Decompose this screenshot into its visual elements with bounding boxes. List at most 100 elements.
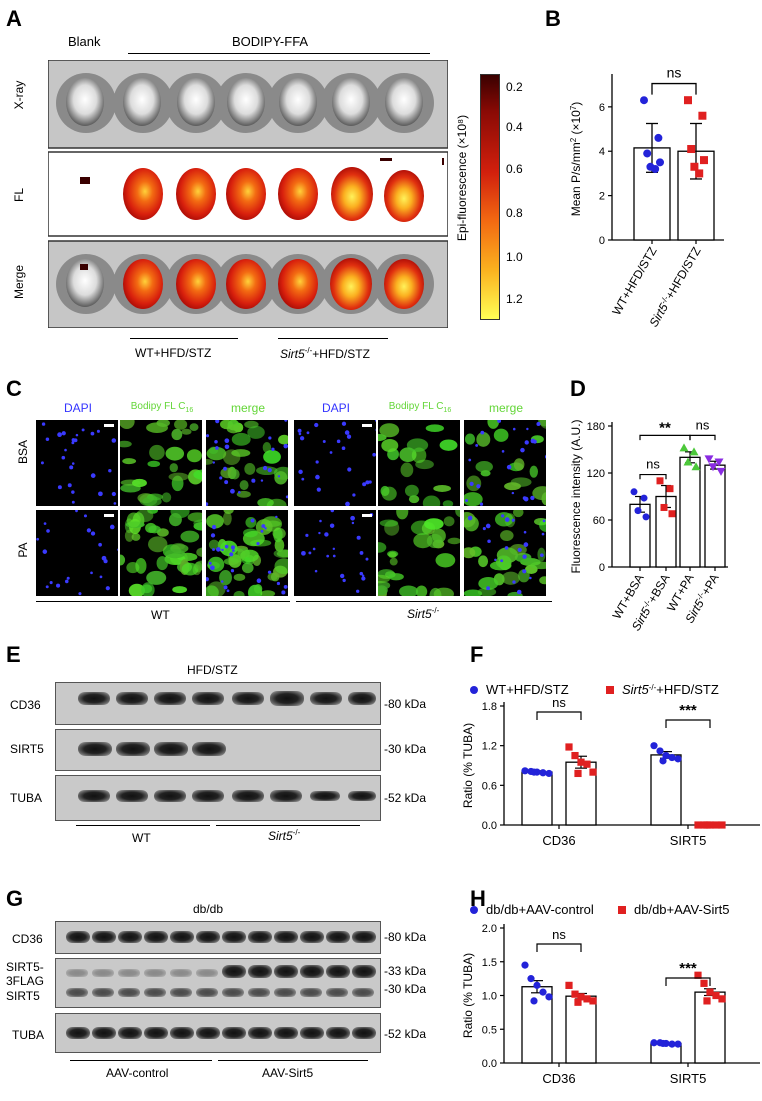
data-point xyxy=(571,751,579,760)
row-label-merge: Merge xyxy=(12,265,26,300)
significance-bracket xyxy=(536,943,582,952)
data-point xyxy=(662,751,670,760)
data-point xyxy=(694,971,702,979)
scale-bar xyxy=(362,514,372,517)
panel-label-g: G xyxy=(6,886,24,911)
blot-band xyxy=(92,1027,116,1039)
data-point xyxy=(714,458,724,467)
blot-band xyxy=(326,965,350,978)
data-point xyxy=(545,769,553,778)
panel-label-f: F xyxy=(470,642,484,667)
colorbar xyxy=(480,74,500,320)
data-point xyxy=(690,162,699,171)
data-point xyxy=(643,149,652,158)
y-tick-label: 60 xyxy=(593,515,605,527)
group-underline-sirt5 xyxy=(218,1060,368,1061)
blot-band xyxy=(144,1027,168,1039)
significance-bracket xyxy=(665,977,711,986)
microscopy-tile xyxy=(294,420,376,506)
data-point xyxy=(700,979,708,987)
bodipy-ffa-label: BODIPY-FFA xyxy=(232,34,309,49)
microscopy-tile xyxy=(464,420,546,506)
x-tick-label: WT+HFD/STZ xyxy=(609,245,659,318)
y-tick-label: 2.0 xyxy=(482,923,497,935)
y-tick-label: 4 xyxy=(599,146,605,158)
blot-band xyxy=(170,988,192,997)
legend-label: Sirt5-/-+HFD/STZ xyxy=(622,682,719,697)
colorbar-tick: 0.2 xyxy=(506,80,523,94)
microscopy-tile xyxy=(36,420,118,506)
data-point xyxy=(530,997,538,1005)
legend-label: WT+HFD/STZ xyxy=(486,682,569,697)
mw-80: -80 kDa xyxy=(384,697,427,711)
blot-band xyxy=(118,931,142,943)
blot-band xyxy=(170,931,194,943)
data-point xyxy=(694,821,702,829)
panel-c-column-labels: DAPI Bodipy FL C16 merge DAPI Bodipy FL C16 m… xyxy=(36,401,552,417)
blot-row-label-tuba: TUBA xyxy=(12,1028,45,1042)
group-underline-ko xyxy=(216,825,360,826)
blot-band xyxy=(300,988,322,997)
bar xyxy=(521,771,553,826)
data-point xyxy=(630,488,638,496)
data-point xyxy=(574,998,582,1006)
blot-band xyxy=(300,965,324,978)
legend-marker xyxy=(618,906,626,914)
significance-label: ns xyxy=(552,927,566,942)
blot-band xyxy=(92,969,114,977)
data-point xyxy=(706,988,714,996)
data-point xyxy=(708,463,718,472)
data-point xyxy=(650,742,658,750)
colorbar-tick: 0.6 xyxy=(506,162,523,176)
data-point xyxy=(691,462,701,471)
blot-band xyxy=(222,931,246,943)
significance-bracket xyxy=(536,711,582,720)
y-tick-label: 1.5 xyxy=(482,957,497,969)
blot-band xyxy=(170,1027,194,1039)
data-point xyxy=(674,755,682,763)
data-point xyxy=(530,768,538,776)
y-tick-label: 0.0 xyxy=(482,1058,497,1070)
data-point xyxy=(698,111,707,120)
data-point xyxy=(565,743,573,751)
data-point xyxy=(703,821,711,829)
blot-band xyxy=(92,931,116,943)
microscopy-tile xyxy=(120,510,202,596)
data-point xyxy=(521,767,529,775)
blot-band xyxy=(144,988,166,997)
blot-band xyxy=(222,988,244,997)
panel-label-e: E xyxy=(6,642,21,667)
blot-band xyxy=(248,931,272,943)
group-underline-ko xyxy=(296,601,552,602)
blot-e-tuba xyxy=(55,775,381,821)
data-point xyxy=(656,747,664,755)
legend-marker xyxy=(606,686,614,694)
significance-bracket xyxy=(639,473,667,480)
significance-label: ns xyxy=(696,417,710,432)
microscopy-tile xyxy=(378,420,460,506)
y-tick-label: 6 xyxy=(599,102,605,114)
data-point xyxy=(642,513,650,521)
group-underline-wt xyxy=(76,825,210,826)
legend-marker xyxy=(470,906,478,914)
data-point xyxy=(545,993,553,1001)
blot-band xyxy=(118,969,140,977)
scale-bar xyxy=(104,424,114,427)
y-axis-label: Ratio (% TUBA) xyxy=(461,953,475,1038)
blot-band xyxy=(248,965,272,978)
data-point xyxy=(583,760,591,768)
group-underline-wt xyxy=(36,601,290,602)
x-tick-label: SIRT5 xyxy=(670,1071,707,1086)
blot-band xyxy=(274,988,296,997)
legend-marker xyxy=(470,686,478,694)
data-point xyxy=(704,455,714,464)
data-point xyxy=(700,156,708,165)
group-label-ko: Sirt5-/-+HFD/STZ xyxy=(280,346,370,361)
blot-row-label-cd36: CD36 xyxy=(12,932,43,946)
group-label-wt: WT xyxy=(151,608,170,622)
data-point xyxy=(659,1039,667,1048)
panel-c-column-label: Bodipy FL C16 xyxy=(130,401,194,414)
blot-row-label-sirt5-3flag: 3FLAG xyxy=(6,974,45,988)
data-point xyxy=(571,990,579,998)
group-label-wt: WT+HFD/STZ xyxy=(135,346,212,360)
